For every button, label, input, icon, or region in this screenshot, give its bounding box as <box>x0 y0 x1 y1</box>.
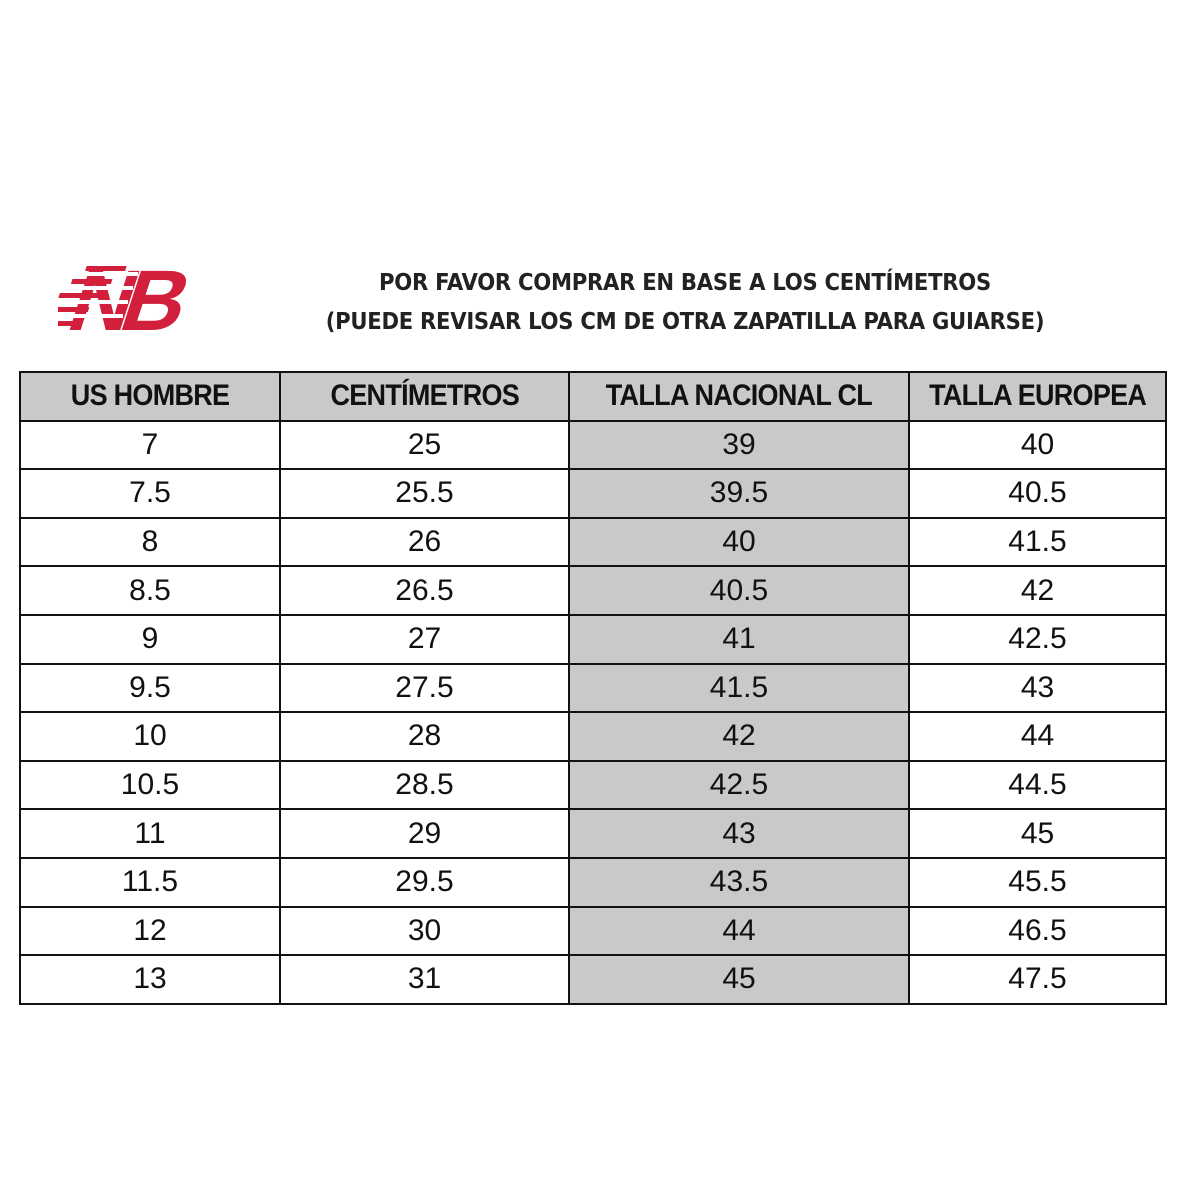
cell-chile-size: 43.5 <box>568 856 910 908</box>
cell-us-size: 8.5 <box>19 565 281 616</box>
table-row: 9 27 41 42.5 <box>19 613 1167 665</box>
cell-eu-size: 44.5 <box>908 759 1167 811</box>
cell-chile-size: 39 <box>568 419 910 471</box>
cell-chile-size: 44 <box>568 905 910 957</box>
cell-centimeters: 29.5 <box>279 856 570 908</box>
heading-line-2: (PUEDE REVISAR LOS CM DE OTRA ZAPATILLA … <box>325 309 1045 335</box>
cell-eu-size: 40.5 <box>908 468 1167 519</box>
table-row: 8.5 26.5 40.5 42 <box>19 565 1167 616</box>
cell-centimeters: 26 <box>279 516 570 568</box>
cell-chile-size: 43 <box>568 808 910 859</box>
cell-eu-size: 42.5 <box>908 613 1167 665</box>
table-row: 12 30 44 46.5 <box>19 905 1167 957</box>
cell-chile-size: 41 <box>568 613 910 665</box>
table-row: 10 28 42 44 <box>19 711 1167 762</box>
cell-us-size: 10.5 <box>19 759 281 811</box>
cell-centimeters: 27 <box>279 613 570 665</box>
cell-eu-size: 43 <box>908 662 1167 714</box>
cell-chile-size: 41.5 <box>568 662 910 714</box>
cell-eu-size: 44 <box>908 711 1167 762</box>
table-row: 7.5 25.5 39.5 40.5 <box>19 468 1167 519</box>
header-centimetros: CENTÍMETROS <box>279 371 570 422</box>
header-talla-europea: TALLA EUROPEA <box>908 371 1167 422</box>
cell-centimeters: 28 <box>279 711 570 762</box>
cell-eu-size: 45 <box>908 808 1167 859</box>
header-row: US HOMBRE CENTÍMETROS TALLA NACIONAL CL … <box>19 371 1167 422</box>
table-row: 13 31 45 47.5 <box>19 954 1167 1005</box>
table-row: 7 25 39 40 <box>19 419 1167 471</box>
header-us-hombre: US HOMBRE <box>19 371 281 422</box>
cell-centimeters: 30 <box>279 905 570 957</box>
cell-chile-size: 40 <box>568 516 910 568</box>
cell-centimeters: 27.5 <box>279 662 570 714</box>
cell-us-size: 11 <box>19 808 281 859</box>
cell-us-size: 11.5 <box>19 856 281 908</box>
cell-us-size: 7 <box>19 419 281 471</box>
cell-us-size: 10 <box>19 711 281 762</box>
cell-centimeters: 26.5 <box>279 565 570 616</box>
cell-us-size: 8 <box>19 516 281 568</box>
cell-centimeters: 31 <box>279 954 570 1005</box>
table-row: 11.5 29.5 43.5 45.5 <box>19 856 1167 908</box>
table-row: 11 29 43 45 <box>19 808 1167 859</box>
cell-centimeters: 29 <box>279 808 570 859</box>
cell-chile-size: 42 <box>568 711 910 762</box>
cell-us-size: 9.5 <box>19 662 281 714</box>
cell-chile-size: 39.5 <box>568 468 910 519</box>
cell-eu-size: 47.5 <box>908 954 1167 1005</box>
cell-eu-size: 45.5 <box>908 856 1167 908</box>
table-row: 9.5 27.5 41.5 43 <box>19 662 1167 714</box>
cell-eu-size: 40 <box>908 419 1167 471</box>
cell-centimeters: 25 <box>279 419 570 471</box>
cell-centimeters: 28.5 <box>279 759 570 811</box>
cell-us-size: 7.5 <box>19 468 281 519</box>
cell-eu-size: 42 <box>908 565 1167 616</box>
table-row: 8 26 40 41.5 <box>19 516 1167 568</box>
cell-us-size: 12 <box>19 905 281 957</box>
cell-centimeters: 25.5 <box>279 468 570 519</box>
cell-eu-size: 41.5 <box>908 516 1167 568</box>
cell-eu-size: 46.5 <box>908 905 1167 957</box>
cell-chile-size: 40.5 <box>568 565 910 616</box>
cell-us-size: 13 <box>19 954 281 1005</box>
cell-us-size: 9 <box>19 613 281 665</box>
size-chart-table: US HOMBRE CENTÍMETROS TALLA NACIONAL CL … <box>19 371 1167 1005</box>
header-talla-nacional: TALLA NACIONAL CL <box>568 371 910 422</box>
cell-chile-size: 42.5 <box>568 759 910 811</box>
table-row: 10.5 28.5 42.5 44.5 <box>19 759 1167 811</box>
new-balance-logo: NB <box>58 262 200 334</box>
cell-chile-size: 45 <box>568 954 910 1005</box>
heading-line-1: POR FAVOR COMPRAR EN BASE A LOS CENTÍMET… <box>379 270 991 296</box>
